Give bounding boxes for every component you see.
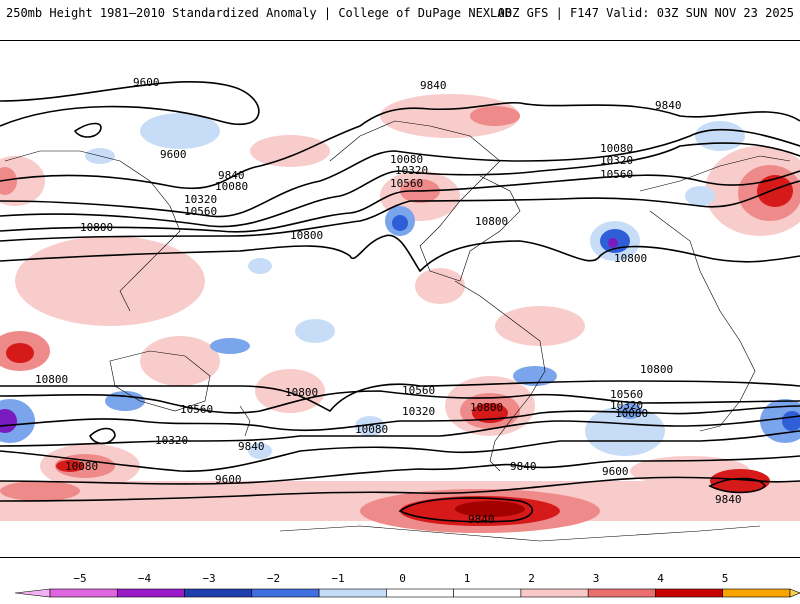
contour-label-10320: 10320 — [600, 154, 633, 167]
contour-label-10320: 10320 — [155, 434, 188, 447]
colorbar-tick-label: 5 — [722, 572, 729, 585]
colorbar: −5 −4 −3 −2 −1 0 1 2 3 4 5 — [14, 572, 800, 598]
contour-label-10800: 10800 — [640, 363, 673, 376]
colorbar-segment — [184, 588, 253, 598]
colorbar-segment — [655, 588, 724, 598]
contour-label-9840: 9840 — [655, 99, 682, 112]
colorbar-segment — [116, 588, 185, 598]
contour-label-10800: 10800 — [470, 401, 503, 414]
colorbar-tick-label: 0 — [399, 572, 406, 585]
contour-label-9600: 9600 — [160, 148, 187, 161]
colorbar-segment — [251, 588, 320, 598]
contour-label-9840: 9840 — [510, 460, 537, 473]
colorbar-segment — [318, 588, 387, 598]
contour-label-10320: 10320 — [610, 399, 643, 412]
contour-label-10800: 10800 — [80, 221, 113, 234]
coastlines — [4, 120, 791, 542]
colorbar-legend: −5 −4 −3 −2 −1 0 1 2 3 4 5 — [0, 565, 800, 600]
contour-label-10080: 10080 — [215, 180, 248, 193]
colorbar-segment — [49, 588, 118, 598]
contour-label-10560: 10560 — [610, 388, 643, 401]
contour-label-9600: 9600 — [133, 76, 160, 89]
colorbar-segment — [722, 588, 791, 598]
contour-label-9600: 9600 — [602, 465, 629, 478]
colorbar-segment — [453, 588, 522, 598]
contour-label-10560: 10560 — [402, 384, 435, 397]
contour-label-10080: 10080 — [390, 153, 423, 166]
colorbar-tick-label: −4 — [138, 572, 152, 585]
colorbar-max-arrow — [789, 588, 800, 598]
colorbar-tick-label: −1 — [331, 572, 344, 585]
colorbar-segments — [14, 588, 800, 598]
colorbar-tick-label: 2 — [528, 572, 535, 585]
colorbar-ticks: −5 −4 −3 −2 −1 0 1 2 3 4 5 — [73, 572, 728, 585]
contour-label-10800: 10800 — [285, 386, 318, 399]
contour-label-10320: 10320 — [184, 193, 217, 206]
contour-label-10800: 10800 — [614, 252, 647, 265]
contour-label-10800: 10800 — [475, 215, 508, 228]
contour-label-10320: 10320 — [395, 164, 428, 177]
contour-label-10800: 10800 — [35, 373, 68, 386]
colorbar-tick-label: −3 — [202, 572, 215, 585]
colorbar-tick-label: 1 — [464, 572, 471, 585]
colorbar-tick-label: −5 — [73, 572, 86, 585]
height-contours — [0, 81, 800, 523]
map-header: 250mb Height 1981–2010 Standardized Anom… — [0, 0, 800, 40]
map-title: 250mb Height 1981–2010 Standardized Anom… — [6, 6, 512, 20]
colorbar-segment — [386, 588, 454, 598]
contour-label-10080: 10080 — [65, 460, 98, 473]
contour-label-10800: 10800 — [290, 229, 323, 242]
contour-label-10080: 10080 — [615, 407, 648, 420]
contour-label-9840: 9840 — [420, 79, 447, 92]
contour-labels: 9600 9840 9840 9600 9840 10080 10320 105… — [35, 76, 742, 526]
colorbar-segment — [520, 588, 589, 598]
contour-label-9600: 9600 — [215, 473, 242, 486]
colorbar-segment — [587, 588, 656, 598]
negative-anomaly-shading — [0, 113, 800, 459]
contour-label-9840: 9840 — [468, 513, 495, 526]
colorbar-tick-label: 4 — [657, 572, 664, 585]
map-canvas: 9600 9840 9840 9600 9840 10080 10320 105… — [0, 76, 800, 542]
contour-label-10080: 10080 — [355, 423, 388, 436]
contour-label-10560: 10560 — [184, 205, 217, 218]
contour-label-10080: 10080 — [600, 142, 633, 155]
contour-label-10320: 10320 — [402, 405, 435, 418]
colorbar-tick-label: −2 — [267, 572, 280, 585]
anomaly-map: 9600 9840 9840 9600 9840 10080 10320 105… — [0, 40, 800, 558]
model-run-info: 00Z GFS | F147 Valid: 03Z SUN NOV 23 202… — [497, 6, 794, 20]
colorbar-min-arrow — [14, 588, 51, 598]
contour-label-9840: 9840 — [218, 169, 245, 182]
colorbar-tick-label: 3 — [593, 572, 600, 585]
contour-label-10560: 10560 — [390, 177, 423, 190]
positive-anomaly-shading — [0, 94, 800, 533]
contour-label-10560: 10560 — [600, 168, 633, 181]
contour-label-9840: 9840 — [238, 440, 265, 453]
contour-label-10560: 10560 — [180, 403, 213, 416]
contour-label-9840: 9840 — [715, 493, 742, 506]
